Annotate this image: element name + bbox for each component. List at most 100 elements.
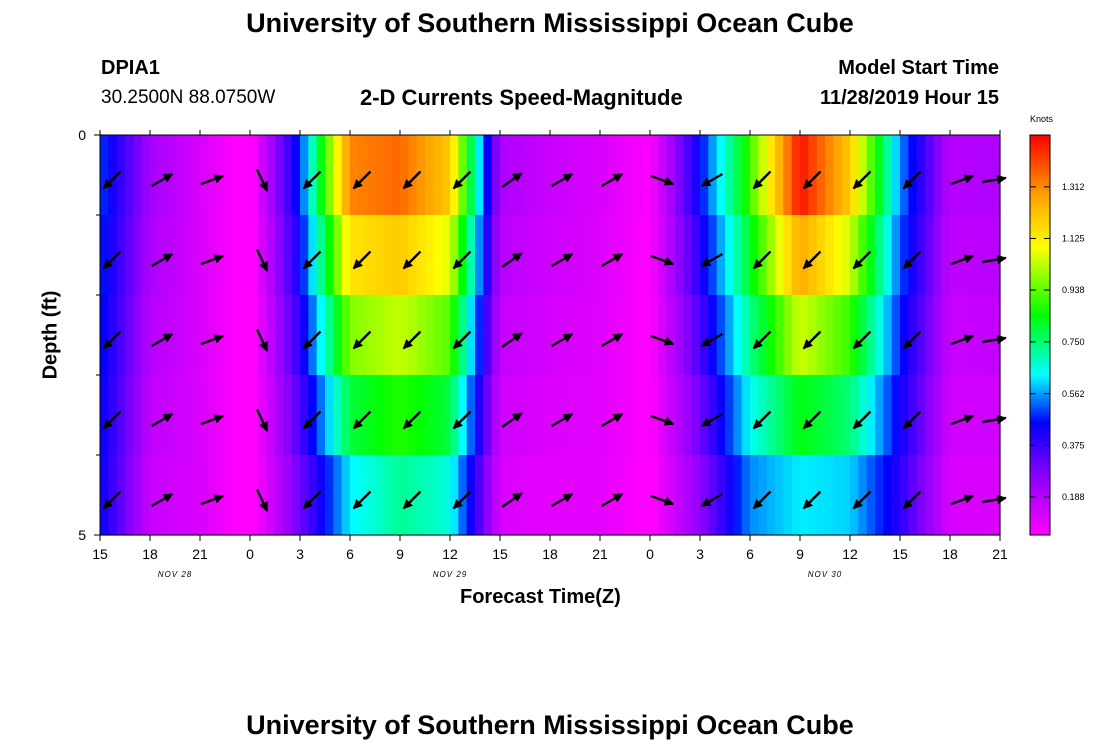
heatmap-cell (275, 455, 284, 536)
heatmap-cell (791, 295, 801, 376)
heatmap-cell (791, 375, 801, 456)
current-vector (551, 172, 574, 188)
heatmap-cell (125, 135, 134, 216)
heatmap-cell (450, 295, 459, 376)
heatmap-cell (491, 215, 501, 296)
heatmap-cell (883, 455, 893, 536)
heatmap-cell (475, 295, 484, 376)
heatmap-cell (591, 455, 601, 536)
current-vector (501, 252, 523, 268)
station-id: DPIA1 (101, 57, 160, 79)
heatmap-cell (766, 295, 776, 376)
heatmap-cell (325, 455, 334, 536)
heatmap-cell (650, 455, 659, 536)
current-vector (102, 250, 122, 270)
heatmap-cell (850, 455, 859, 536)
heatmap-cell (683, 135, 693, 216)
heatmap-cell (250, 135, 259, 216)
heatmap-cell (916, 375, 926, 456)
heatmap-cell (408, 455, 418, 536)
x-tick-label: 12 (442, 546, 458, 562)
heatmap-cell (608, 135, 618, 216)
heatmap-cell (758, 295, 768, 376)
current-vector (501, 332, 523, 348)
heatmap-cell (125, 455, 134, 536)
heatmap-cell (383, 135, 393, 216)
heatmap-cell (141, 295, 151, 376)
current-vector (151, 252, 174, 268)
heatmap-cell (325, 215, 334, 296)
heatmap-cell (775, 455, 784, 536)
heatmap-cell (508, 375, 518, 456)
current-vector (981, 334, 1007, 345)
heatmap-cell (975, 455, 984, 536)
heatmap-cell (808, 375, 818, 456)
heatmap-cell (825, 375, 834, 456)
heatmap-cell (333, 455, 343, 536)
heatmap-cell (300, 375, 309, 456)
current-vector (452, 490, 472, 510)
current-vector (551, 332, 574, 348)
heatmap-cell (208, 215, 218, 296)
heatmap-cell (658, 215, 668, 296)
heatmap-cell (833, 295, 843, 376)
heatmap-cell (258, 215, 268, 296)
heatmap-cell (258, 135, 268, 216)
heatmap-cell (266, 295, 276, 376)
heatmap-cell (266, 375, 276, 456)
heatmap-cell (508, 455, 518, 536)
heatmap-cell (400, 295, 409, 376)
heatmap-cell (858, 215, 868, 296)
current-vector (802, 170, 822, 190)
heatmap-cell (841, 375, 851, 456)
heatmap-cell (158, 375, 168, 456)
heatmap-cell (625, 295, 634, 376)
heatmap-cell (950, 295, 959, 376)
heatmap-cell (816, 295, 826, 376)
current-vector (501, 412, 523, 428)
heatmap-cell (891, 375, 901, 456)
current-vector (902, 410, 922, 430)
heatmap-cell (275, 215, 284, 296)
current-vector (802, 250, 822, 270)
heatmap-cell (708, 215, 718, 296)
heatmap-cell (300, 215, 309, 296)
heatmap-cell (775, 375, 784, 456)
heatmap-cell (308, 295, 318, 376)
heatmap-cell (733, 215, 743, 296)
heatmap-cell (316, 455, 326, 536)
heatmap-cell (141, 455, 151, 536)
heatmap-cell (266, 455, 276, 536)
heatmap-cell (500, 455, 509, 536)
heatmap-cell (441, 455, 451, 536)
current-vector (852, 250, 872, 270)
current-vector (255, 328, 269, 352)
heatmap-cell (116, 215, 126, 296)
heatmap-cell (933, 295, 943, 376)
heatmap-cell (800, 455, 809, 536)
x-tick-label: 15 (92, 546, 108, 562)
current-vector (302, 490, 322, 510)
colorbar-tick-label: 1.312 (1062, 182, 1085, 192)
heatmap-cell (325, 375, 334, 456)
heatmap-cell (850, 215, 859, 296)
heatmap-cell (816, 215, 826, 296)
heatmap-cell (150, 455, 159, 536)
heatmap-cell (216, 295, 226, 376)
heatmap-cell (983, 215, 993, 296)
current-vector (601, 252, 624, 268)
heatmap-cell (875, 215, 884, 296)
heatmap-cell (908, 375, 918, 456)
heatmap-cell (641, 215, 651, 296)
x-tick-label: 21 (592, 546, 608, 562)
heatmap-cell (458, 135, 468, 216)
heatmap-cell (533, 375, 543, 456)
heatmap-cell (433, 135, 443, 216)
heatmap-cell (891, 135, 901, 216)
heatmap-cell (358, 455, 368, 536)
heatmap-cell (741, 295, 751, 376)
heatmap-cell (833, 135, 843, 216)
heatmap-cell (733, 375, 743, 456)
heatmap-cell (216, 375, 226, 456)
heatmap-cell (591, 215, 601, 296)
